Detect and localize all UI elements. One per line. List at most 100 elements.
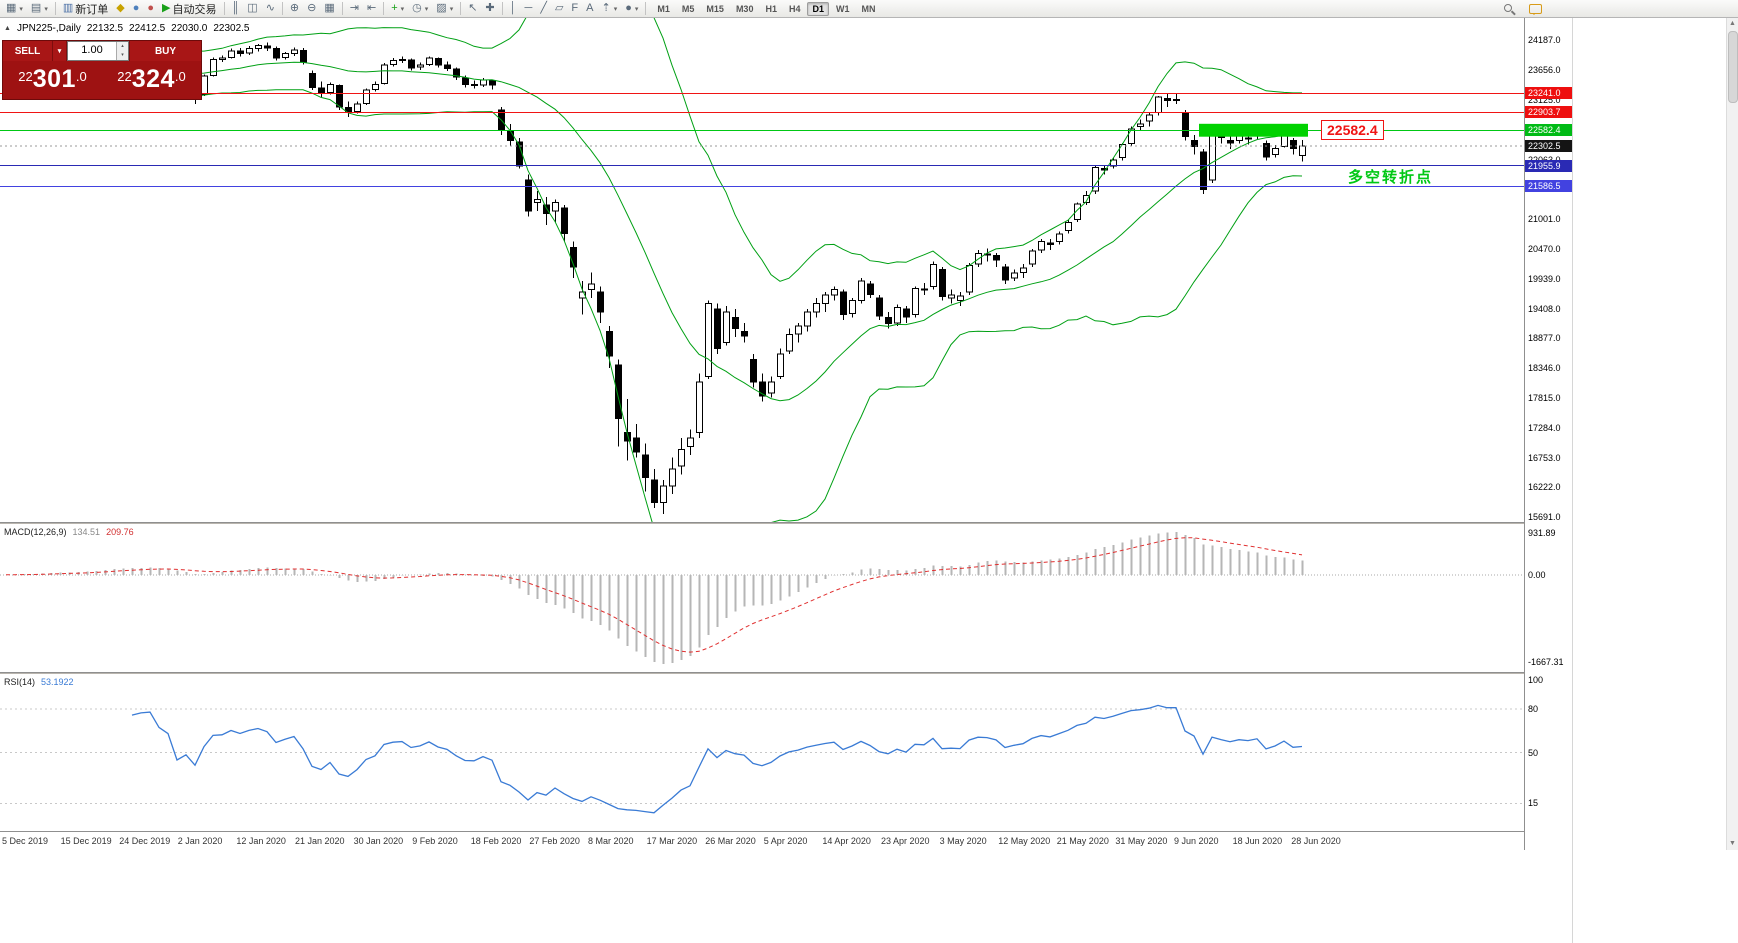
candle bbox=[282, 53, 289, 59]
scroll-down-arrow[interactable]: ▼ bbox=[1729, 840, 1736, 847]
timeframe-h4-button[interactable]: H4 bbox=[788, 3, 801, 14]
toolbar-separator bbox=[383, 2, 385, 15]
horizontal-line-tool-button[interactable]: ─ bbox=[521, 0, 537, 17]
candle bbox=[237, 50, 244, 55]
timeframe-m1-button[interactable]: M1 bbox=[657, 3, 670, 14]
toolbar-separator bbox=[341, 2, 343, 15]
candle bbox=[309, 72, 316, 88]
lot-value[interactable]: 1.00 bbox=[81, 44, 103, 56]
periods-button[interactable]: ◷ ▾ bbox=[412, 2, 429, 14]
candle bbox=[678, 448, 685, 467]
metaeditor-button[interactable]: ◆ bbox=[112, 0, 128, 17]
price-tag: 22903.7 bbox=[1525, 106, 1572, 118]
timeframe-d1-button[interactable]: D1 bbox=[807, 1, 829, 16]
profiles-button[interactable]: ▤ ▾ bbox=[30, 2, 48, 14]
auto-trading-button[interactable]: ▶ 自动交易 bbox=[162, 2, 217, 16]
macd-axis-zero: 0.00 bbox=[1528, 569, 1546, 580]
vertical-line-tool-button[interactable]: │ bbox=[506, 0, 521, 17]
candle bbox=[1191, 140, 1198, 147]
alerts-button[interactable]: ● bbox=[143, 0, 158, 17]
buy-button[interactable]: BUY bbox=[129, 41, 201, 61]
candle bbox=[1128, 128, 1135, 145]
shapes-tool-button[interactable]: ● ▾ bbox=[625, 2, 639, 14]
indicators-button[interactable]: + ▾ bbox=[391, 2, 405, 14]
new-chart-button[interactable]: ▦ ▾ bbox=[6, 2, 23, 14]
zoom-in-button[interactable]: ⊕ bbox=[286, 0, 303, 17]
bollinger-middle-band bbox=[176, 61, 1302, 402]
trendline-tool-button[interactable]: ╱ bbox=[536, 0, 551, 17]
candle bbox=[1245, 137, 1252, 140]
chart-shift-icon: ⇤ bbox=[366, 2, 377, 14]
tile-windows-button[interactable]: ▦ bbox=[320, 0, 338, 17]
auto-scroll-button[interactable]: ⇥ bbox=[346, 0, 363, 17]
candle bbox=[1029, 250, 1036, 265]
price-tick: 20470.0 bbox=[1528, 243, 1561, 254]
zoom-out-button[interactable]: ⊖ bbox=[303, 0, 320, 17]
macd-panel: MACD(12,26,9) 134.51 209.76 bbox=[0, 524, 1524, 672]
horizontal-line-tool-icon: ─ bbox=[524, 2, 533, 14]
candle bbox=[318, 87, 325, 94]
candle bbox=[777, 353, 784, 377]
new-order-button[interactable]: ▥ 新订单 bbox=[62, 2, 109, 16]
candle bbox=[273, 48, 280, 59]
rsi-value: 53.1922 bbox=[41, 677, 74, 687]
sell-options-dropdown[interactable]: ▾ bbox=[53, 41, 67, 61]
vertical-scrollbar[interactable]: ▲ ▼ bbox=[1726, 18, 1738, 850]
date-label: 9 Feb 2020 bbox=[412, 836, 458, 846]
timeframe-w1-button[interactable]: W1 bbox=[836, 3, 850, 14]
fibonacci-tool-button[interactable]: F bbox=[567, 0, 582, 17]
candle bbox=[849, 300, 856, 315]
candle bbox=[615, 364, 622, 419]
timeframe-h1-button[interactable]: H1 bbox=[765, 3, 777, 14]
community-chat-button[interactable] bbox=[1525, 1, 1546, 18]
timeframe-m30-button[interactable]: M30 bbox=[735, 3, 754, 14]
panel-separator[interactable] bbox=[0, 672, 1524, 674]
candlestick-mode-button[interactable]: ◫ bbox=[243, 0, 261, 17]
timeframe-mn-button[interactable]: MN bbox=[861, 3, 876, 14]
fibonacci-tool-icon: F bbox=[571, 2, 579, 14]
search-button[interactable] bbox=[1500, 1, 1519, 18]
main-chart-panel[interactable]: ▲ JPN225-,Daily 22132.5 22412.5 22030.0 … bbox=[0, 18, 1524, 522]
candlestick-chart[interactable] bbox=[0, 18, 1524, 522]
bar-chart-mode-button[interactable]: ║ bbox=[228, 0, 244, 17]
candle bbox=[408, 59, 415, 69]
rsi-axis-label: 15 bbox=[1528, 798, 1539, 809]
lot-size-field[interactable]: 1.00 ▴ ▾ bbox=[67, 41, 129, 61]
chart-shift-button[interactable]: ⇤ bbox=[363, 0, 380, 17]
candle bbox=[1137, 123, 1144, 128]
scrollbar-thumb[interactable] bbox=[1728, 31, 1738, 103]
price-tick: 18877.0 bbox=[1528, 333, 1561, 344]
search-icon bbox=[1504, 3, 1515, 15]
arrows-tool-button[interactable]: ⇡ ▾ bbox=[601, 2, 618, 14]
one-click-collapse-icon[interactable]: ▲ bbox=[4, 25, 11, 32]
macd-label: MACD(12,26,9) 134.51 209.76 bbox=[4, 527, 134, 537]
candle bbox=[210, 58, 217, 77]
price-suffix: .0 bbox=[75, 69, 87, 84]
bollinger-lower-band bbox=[176, 89, 1303, 522]
candle bbox=[453, 68, 460, 78]
toolbar-items: ▦ ▾ ▤ ▾ ▥ 新订单 ◆ ● ● ▶ 自动交易 ║ ◫ ∿ ⊕ ⊖ ▦ ⇥ ⇤ + ▾ ◷ ▾ ▨ ▾ ↖ ✚ │ ─ ╱ ▱ F A ⇡ ▾… bbox=[0, 0, 882, 17]
templates-button[interactable]: ▨ ▾ bbox=[436, 2, 454, 14]
terminal-button[interactable]: ● bbox=[129, 0, 144, 17]
candle bbox=[732, 316, 739, 330]
timeframe-m15-button[interactable]: M15 bbox=[706, 3, 724, 14]
cursor-tool-button[interactable]: ↖ bbox=[464, 0, 481, 17]
scroll-up-arrow[interactable]: ▲ bbox=[1729, 20, 1736, 27]
macd-signal-value: 209.76 bbox=[106, 527, 134, 537]
sell-button[interactable]: SELL bbox=[3, 41, 53, 61]
rsi-label: RSI(14) 53.1922 bbox=[4, 677, 74, 687]
timeframe-m5-button[interactable]: M5 bbox=[681, 3, 695, 14]
date-label: 15 Dec 2019 bbox=[60, 836, 112, 846]
green-zone-rectangle[interactable] bbox=[1199, 123, 1308, 137]
lot-decrease-button[interactable]: ▾ bbox=[117, 51, 128, 60]
line-chart-mode-button[interactable]: ∿ bbox=[262, 0, 279, 17]
crosshair-tool-button[interactable]: ✚ bbox=[481, 0, 498, 17]
candle bbox=[363, 89, 370, 105]
buy-price[interactable]: 22 324.0 bbox=[102, 61, 201, 99]
lot-increase-button[interactable]: ▴ bbox=[117, 42, 128, 51]
sell-price[interactable]: 22 301.0 bbox=[3, 61, 102, 99]
channel-tool-button[interactable]: ▱ bbox=[551, 0, 567, 17]
panel-separator[interactable] bbox=[0, 522, 1524, 524]
text-tool-button[interactable]: A bbox=[582, 0, 597, 17]
candle bbox=[885, 316, 892, 325]
